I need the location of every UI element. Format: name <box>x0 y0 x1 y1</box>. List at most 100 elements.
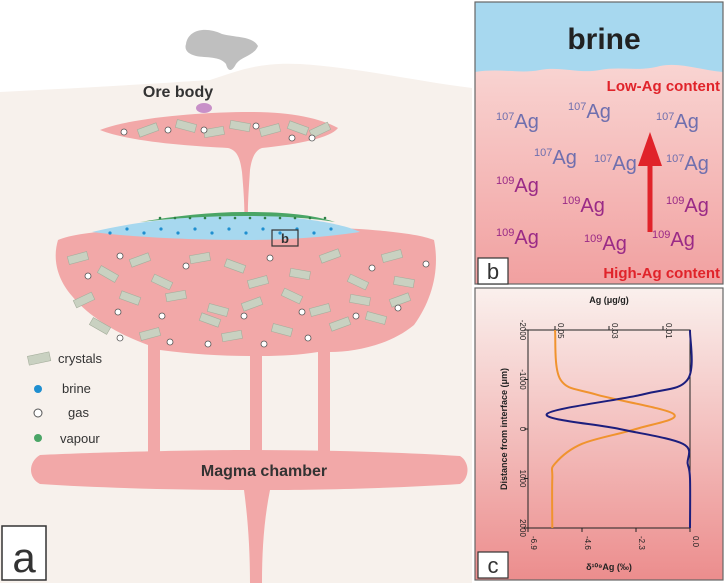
legend-crystals-label: crystals <box>58 351 103 366</box>
isotope-symbol: Ag <box>552 147 576 169</box>
isotope-label-ag109: 109Ag <box>562 195 605 217</box>
brine-region <box>475 2 723 72</box>
crystal <box>280 287 304 305</box>
gas-bubble <box>158 312 166 320</box>
legend: crystals brine gas vapour <box>27 351 103 446</box>
ag-concentration-line <box>550 329 676 529</box>
delta-ag-line <box>545 329 693 529</box>
crystal <box>286 120 310 136</box>
brine-label: brine <box>567 23 640 56</box>
ore-body-label: Ore body <box>143 84 213 101</box>
gas-bubble <box>116 252 124 260</box>
side-tick-label: 0 <box>518 427 527 432</box>
side-tick-label: -1000 <box>518 369 527 390</box>
isotope-mass: 109 <box>652 229 670 241</box>
crystal <box>393 275 415 289</box>
crystal <box>223 258 247 274</box>
brine-droplet <box>244 231 248 235</box>
crystal <box>138 327 162 341</box>
isotope-symbol: Ag <box>670 229 694 251</box>
crystal <box>118 290 142 306</box>
crystal <box>198 312 222 328</box>
brine-droplet <box>176 231 180 235</box>
brine-droplet <box>312 231 316 235</box>
crystal <box>270 323 294 337</box>
gas-bubble <box>394 304 402 312</box>
bottom-tick-label: -4.6 <box>583 536 592 550</box>
isotope-symbol: Ag <box>684 153 708 175</box>
high-ag-label: High-Ag content <box>603 265 720 282</box>
isotope-mass: 107 <box>534 147 552 159</box>
inset-marker-box[interactable] <box>271 229 299 247</box>
crystal <box>308 121 332 139</box>
isotope-mass: 107 <box>656 111 674 123</box>
gas-bubble <box>84 272 92 280</box>
gas-bubble <box>120 128 128 136</box>
vapour-layer <box>140 212 335 222</box>
gas-bubble <box>368 264 376 272</box>
isotope-label-ag109: 109Ag <box>584 233 627 255</box>
isotope-symbol: Ag <box>602 233 626 255</box>
crystal <box>136 122 160 138</box>
brine-droplet <box>227 227 231 231</box>
isotope-mass: 109 <box>496 227 514 239</box>
isotope-mass: 109 <box>496 175 514 187</box>
top-axis-label: Ag (μg/g) <box>589 295 629 305</box>
crystal <box>221 329 243 343</box>
brine-droplet <box>159 227 163 231</box>
isotope-symbol: Ag <box>514 111 538 133</box>
gas-bubbles-group <box>84 122 430 348</box>
magma-chamber-shape <box>31 450 468 583</box>
panel-b-label-box <box>477 257 509 285</box>
vapour-droplet <box>248 216 252 220</box>
gas-bubble <box>240 312 248 320</box>
crystal <box>349 293 371 307</box>
isotope-label-ag109: 109Ag <box>652 229 695 251</box>
crystal <box>346 273 370 291</box>
gas-bubble <box>164 126 172 134</box>
vapour-droplet <box>188 216 192 220</box>
top-tick-label: 0.01 <box>664 323 673 339</box>
isotope-label-ag109: 109Ag <box>496 227 539 249</box>
crystal <box>328 316 352 332</box>
brine-droplet <box>210 231 214 235</box>
isotope-label-ag109: 109Ag <box>666 195 709 217</box>
brine-droplet <box>278 231 282 235</box>
brine-layer <box>92 214 360 240</box>
isotope-mass: 107 <box>496 111 514 123</box>
isotope-label-ag107: 107Ag <box>534 147 577 169</box>
crystal <box>240 296 264 312</box>
brine-droplet <box>193 227 197 231</box>
crystal <box>72 291 96 309</box>
panel-b-label: b <box>487 259 499 284</box>
crystal <box>388 292 412 308</box>
side-axis-label: Distance from interface (μm) <box>499 368 509 490</box>
crystal <box>206 303 230 317</box>
vapour-droplet <box>278 216 282 220</box>
bottom-axis-label: δ¹⁰⁹Ag (‰) <box>586 562 632 572</box>
crystal <box>380 249 404 263</box>
crystal-icon <box>27 351 52 366</box>
vapour-dot-icon <box>34 434 42 442</box>
isotope-symbol: Ag <box>674 111 698 133</box>
legend-vapour-label: vapour <box>60 431 100 446</box>
top-tick-label: 0.05 <box>556 323 565 339</box>
isotope-symbol: Ag <box>514 175 538 197</box>
crystal <box>229 119 251 133</box>
panel-a-label: a <box>12 534 36 581</box>
isotope-label-ag109: 109Ag <box>496 175 539 197</box>
gas-bubble <box>260 340 268 348</box>
crystal <box>318 248 342 264</box>
panel-b: brine Low-Ag content High-Ag content 107… <box>475 2 723 284</box>
gas-bubble <box>422 260 430 268</box>
brine-droplet <box>125 227 129 231</box>
magma-body <box>55 226 436 455</box>
up-arrow-icon <box>638 132 662 166</box>
isotope-label-ag107: 107Ag <box>496 111 539 133</box>
inset-marker-label: b <box>281 231 289 246</box>
panel-c: 0.01 0.03 0.05 Ag (μg/g) -6.9 -4.6 -2.3 0.0 δ¹⁰⁹… <box>474 287 724 581</box>
gas-bubble <box>182 262 190 270</box>
isotope-label-ag107: 107Ag <box>656 111 699 133</box>
